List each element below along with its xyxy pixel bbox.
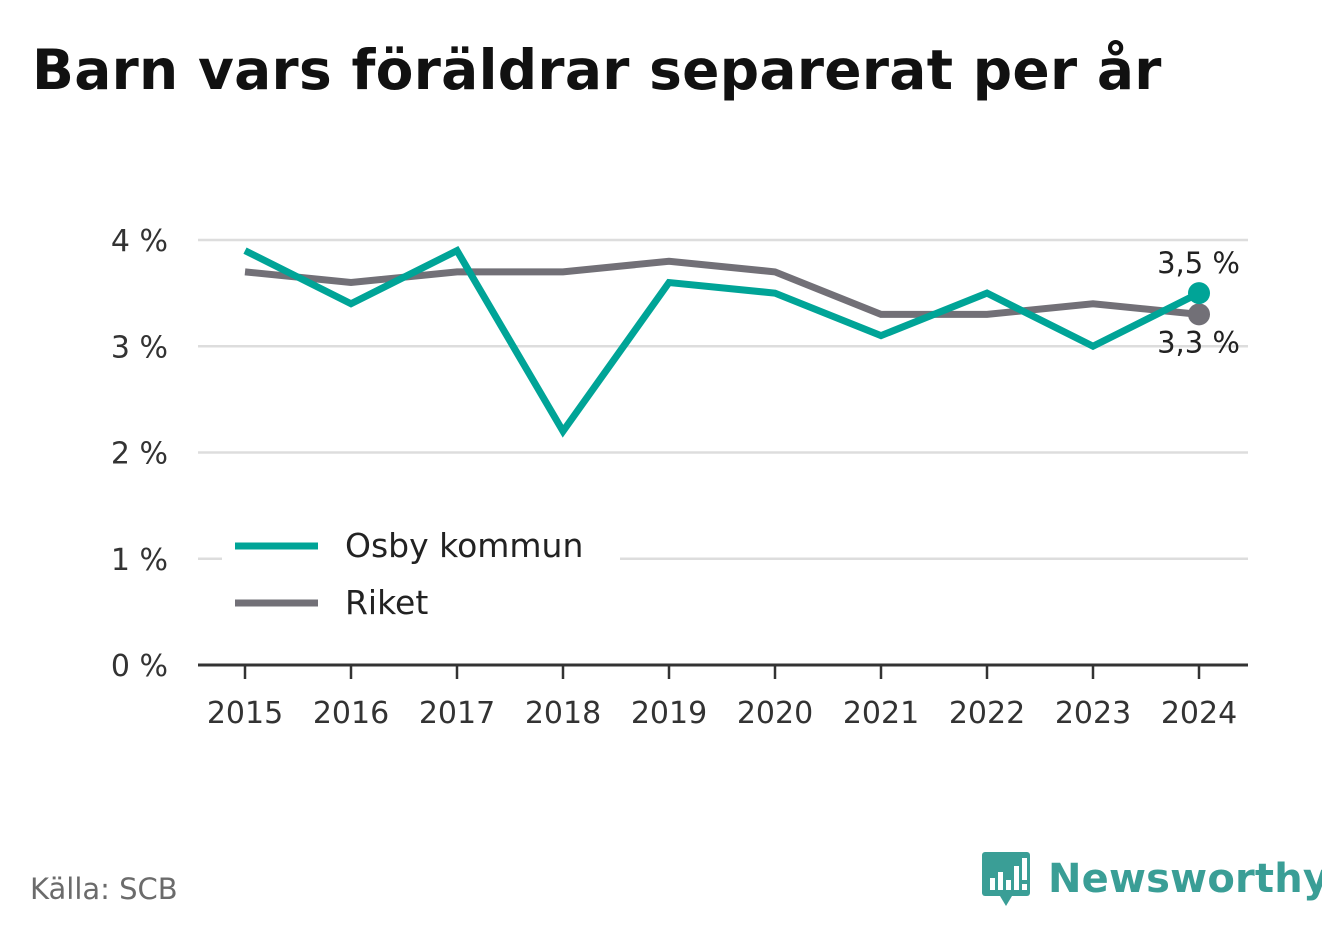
y-tick-label: 1 % (111, 543, 168, 578)
x-tick-label: 2017 (419, 696, 495, 731)
x-tick-label: 2023 (1055, 696, 1131, 731)
x-tick-label: 2019 (631, 696, 707, 731)
legend-label: Osby kommun (345, 526, 583, 565)
y-tick-label: 4 % (111, 224, 168, 259)
brand-name: Newsworthy (1048, 856, 1322, 902)
source-label: Källa: SCB (30, 872, 178, 906)
y-tick-label: 2 % (111, 437, 168, 472)
end-point-osby-kommun (1188, 282, 1210, 305)
chart-title: Barn vars föräldrar separerat per år (32, 38, 1162, 102)
x-tick-label: 2024 (1161, 696, 1237, 731)
end-label-osby-kommun: 3,5 % (1157, 246, 1240, 280)
y-tick-label: 3 % (111, 330, 168, 365)
x-tick-label: 2020 (737, 696, 813, 731)
y-tick-label: 0 % (111, 649, 168, 684)
end-point-riket (1188, 303, 1210, 326)
brand-logo: Newsworthy (980, 850, 1322, 908)
newsworthy-icon (982, 852, 1030, 906)
series-line-osby-kommun (243, 246, 1201, 438)
x-tick-label: 2021 (843, 696, 919, 731)
x-tick-label: 2018 (525, 696, 601, 731)
end-label-riket: 3,3 % (1157, 325, 1240, 359)
x-tick-label: 2015 (207, 696, 283, 731)
legend-background (222, 522, 620, 634)
x-tick-label: 2022 (949, 696, 1025, 731)
legend-label: Riket (345, 583, 428, 622)
x-tick-label: 2016 (313, 696, 389, 731)
